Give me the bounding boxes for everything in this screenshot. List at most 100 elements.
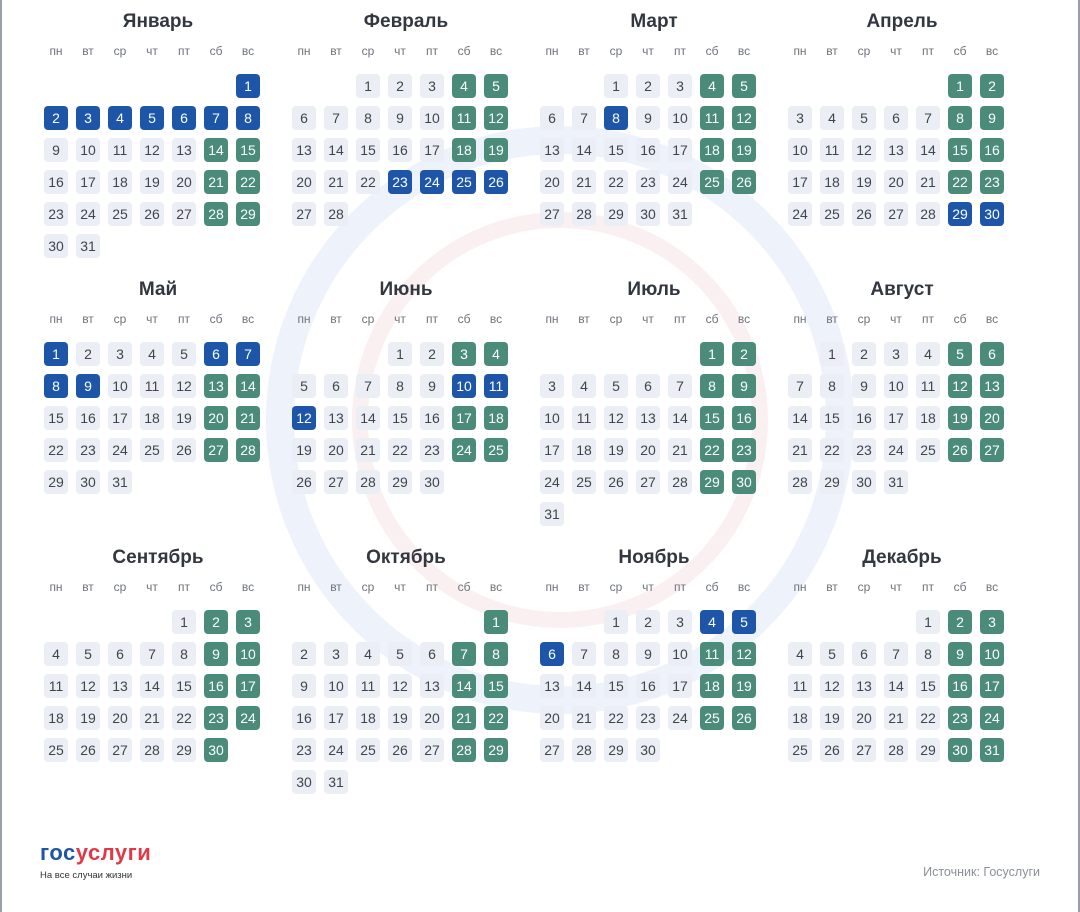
day-cell: 17 xyxy=(76,170,100,194)
month-title: Май xyxy=(138,279,178,300)
day-cell: 5 xyxy=(388,642,412,666)
days-grid: 1 2 3 4 5 6 7 8 9 10 11 12 13 14 15 16 17 18 19 20 21 22 23 24 2… xyxy=(40,606,264,766)
day-cell: 25 xyxy=(572,470,596,494)
weekday-label: вс xyxy=(489,580,503,594)
day-cell: 2 xyxy=(852,342,876,366)
day-cell: 28 xyxy=(916,202,940,226)
day-cell: 11 xyxy=(140,374,164,398)
day-cell: 12 xyxy=(388,674,412,698)
day-cell: 23 xyxy=(732,438,756,462)
weekday-label: пт xyxy=(426,44,438,58)
day-cell: 25 xyxy=(108,202,132,226)
day-cell: 27 xyxy=(540,738,564,762)
day-cell: 20 xyxy=(636,438,660,462)
weekday-label: пт xyxy=(426,580,438,594)
day-cell: 9 xyxy=(852,374,876,398)
day-cell: 31 xyxy=(668,202,692,226)
day-cell: 6 xyxy=(420,642,444,666)
weekday-header: пн вт ср чт пт сб вс xyxy=(288,577,512,597)
day-cell: 20 xyxy=(108,706,132,730)
day-cell: 10 xyxy=(420,106,444,130)
day-cell: 18 xyxy=(820,170,844,194)
day-cell: 3 xyxy=(420,74,444,98)
day-cell: 14 xyxy=(916,138,940,162)
day-cell: 5 xyxy=(140,106,164,130)
day-cell: 28 xyxy=(884,738,908,762)
day-cell: 9 xyxy=(636,642,660,666)
weekday-header: пн вт ср чт пт сб вс xyxy=(40,577,264,597)
day-cell: 28 xyxy=(572,738,596,762)
month-9: Сентябрь пн вт ср чт пт сб вс 1 2 3 4 5 6 7 8 9 10 11 12 13 1… xyxy=(40,544,264,766)
day-cell: 8 xyxy=(604,106,628,130)
day-cell: 28 xyxy=(572,202,596,226)
day-cell: 4 xyxy=(916,342,940,366)
day-cell: 13 xyxy=(540,674,564,698)
day-cell: 9 xyxy=(204,642,228,666)
day-cell: 31 xyxy=(980,738,1004,762)
day-cell: 21 xyxy=(916,170,940,194)
day-cell: 2 xyxy=(980,74,1004,98)
days-grid: 1 2 3 4 5 6 7 8 9 10 11 12 13 14 15 16 17 18 19 20 21 22 23 24 2… xyxy=(40,70,264,262)
weekday-label: пн xyxy=(545,44,559,58)
day-cell: 22 xyxy=(44,438,68,462)
day-cell: 11 xyxy=(484,374,508,398)
day-cell: 15 xyxy=(604,138,628,162)
day-cell: 24 xyxy=(236,706,260,730)
weekday-label: сб xyxy=(209,44,223,58)
logo-part-uslugi: услуги xyxy=(75,840,152,865)
day-cell: 23 xyxy=(636,706,660,730)
weekday-label: вт xyxy=(330,44,342,58)
day-cell: 15 xyxy=(948,138,972,162)
day-cell: 7 xyxy=(324,106,348,130)
day-cell: 28 xyxy=(236,438,260,462)
weekday-label: пн xyxy=(545,312,559,326)
day-cell: 18 xyxy=(452,138,476,162)
day-cell: 4 xyxy=(484,342,508,366)
weekday-label: вс xyxy=(737,580,751,594)
day-cell: 16 xyxy=(852,406,876,430)
day-cell: 9 xyxy=(420,374,444,398)
day-cell: 11 xyxy=(788,674,812,698)
day-cell: 11 xyxy=(820,138,844,162)
day-cell: 15 xyxy=(700,406,724,430)
day-cell: 15 xyxy=(388,406,412,430)
day-cell: 9 xyxy=(76,374,100,398)
day-cell: 16 xyxy=(980,138,1004,162)
day-cell: 28 xyxy=(452,738,476,762)
weekday-label: чт xyxy=(642,580,654,594)
day-cell: 29 xyxy=(948,202,972,226)
day-cell: 6 xyxy=(636,374,660,398)
day-cell: 5 xyxy=(732,74,756,98)
day-cell: 3 xyxy=(788,106,812,130)
day-cell: 28 xyxy=(356,470,380,494)
weekday-label: вс xyxy=(985,44,999,58)
weekday-label: пн xyxy=(545,580,559,594)
day-cell: 19 xyxy=(732,674,756,698)
day-cell: 22 xyxy=(484,706,508,730)
month-title: Октябрь xyxy=(366,547,446,568)
day-cell: 12 xyxy=(732,642,756,666)
weekday-label: вс xyxy=(489,44,503,58)
month-11: Ноябрь пн вт ср чт пт сб вс 1 2 3 4 5 6 7 8 9 10 11 12 13 14 1… xyxy=(536,544,760,766)
day-cell: 15 xyxy=(356,138,380,162)
month-12: Декабрь пн вт ср чт пт сб вс 1 2 3 4 5 6 7 8 9 10 11 12 13 14… xyxy=(784,544,1008,766)
month-title: Сентябрь xyxy=(112,547,204,568)
day-cell: 24 xyxy=(420,170,444,194)
month-6: Июнь пн вт ср чт пт сб вс 1 2 3 4 5 6 7 8 9 10 11 12 13 14 15 1… xyxy=(288,276,512,498)
day-cell: 24 xyxy=(668,170,692,194)
weekday-header: пн вт ср чт пт сб вс xyxy=(784,309,1008,329)
day-cell: 18 xyxy=(916,406,940,430)
weekday-label: чт xyxy=(890,312,902,326)
day-cell: 1 xyxy=(236,74,260,98)
weekday-label: сб xyxy=(705,312,719,326)
right-border xyxy=(1078,0,1080,912)
day-cell: 3 xyxy=(452,342,476,366)
day-cell: 11 xyxy=(108,138,132,162)
day-cell: 7 xyxy=(236,342,260,366)
day-cell: 10 xyxy=(324,674,348,698)
day-cell: 3 xyxy=(324,642,348,666)
day-cell: 22 xyxy=(356,170,380,194)
weekday-label: пт xyxy=(674,312,686,326)
day-cell: 1 xyxy=(356,74,380,98)
day-cell: 5 xyxy=(948,342,972,366)
